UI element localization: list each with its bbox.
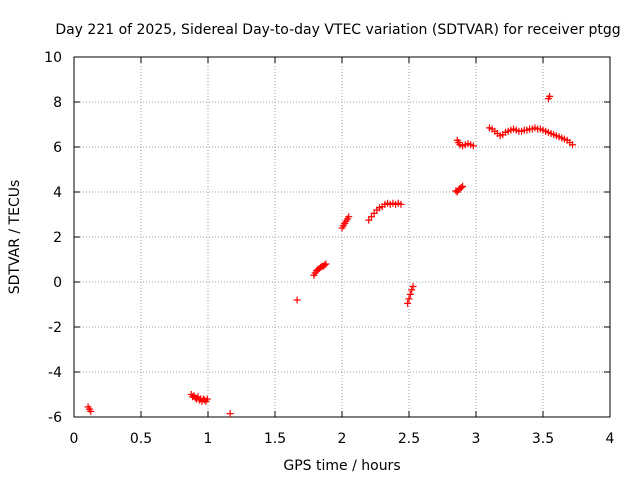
y-tick-label: 0: [53, 275, 62, 291]
y-tick-label: -2: [48, 320, 62, 336]
data-point: [345, 213, 353, 221]
y-tick-label: 6: [53, 140, 62, 156]
y-tick-label: 4: [53, 185, 62, 201]
data-point: [546, 92, 554, 100]
y-tick-label: -6: [48, 410, 62, 426]
axis-ticks: [73, 56, 611, 418]
x-axis-tick-labels: 0 0.5 1 1.5 2 2.5 3 3.5 4: [70, 431, 615, 447]
x-tick-label: 2: [338, 431, 347, 447]
x-tick-label: 3: [472, 431, 481, 447]
data-point: [568, 141, 576, 149]
data-point: [469, 142, 477, 150]
y-tick-label: 8: [53, 95, 62, 111]
x-tick-label: 0.5: [130, 431, 152, 447]
data-point: [203, 395, 211, 403]
x-tick-label: 3.5: [532, 431, 554, 447]
data-point: [457, 184, 465, 191]
data-point: [322, 260, 330, 268]
y-tick-label: 2: [53, 230, 62, 246]
data-point: [404, 299, 412, 307]
data-point: [226, 410, 234, 418]
data-point: [321, 261, 329, 269]
grid-lines: [74, 57, 610, 417]
x-tick-label: 0: [70, 431, 79, 447]
data-point: [408, 286, 416, 294]
y-axis-label: SDTVAR / TECUs: [7, 180, 23, 295]
y-axis-tick-labels: -6 -4 -2 0 2 4 6 8 10: [44, 50, 62, 426]
x-tick-label: 4: [606, 431, 615, 447]
y-tick-label: -4: [48, 365, 62, 381]
y-tick-label: 10: [44, 50, 62, 66]
data-point: [87, 407, 95, 415]
x-tick-label: 2.5: [398, 431, 420, 447]
x-tick-label: 1.5: [264, 431, 286, 447]
x-tick-label: 1: [204, 431, 213, 447]
data-point: [459, 182, 467, 190]
data-points: [84, 92, 576, 418]
data-point: [405, 295, 413, 303]
data-point: [293, 296, 301, 304]
x-axis-label: GPS time / hours: [283, 458, 400, 474]
data-point: [406, 290, 414, 298]
data-point: [397, 200, 405, 208]
chart-title: Day 221 of 2025, Sidereal Day-to-day VTE…: [55, 22, 620, 38]
data-point: [409, 283, 417, 290]
